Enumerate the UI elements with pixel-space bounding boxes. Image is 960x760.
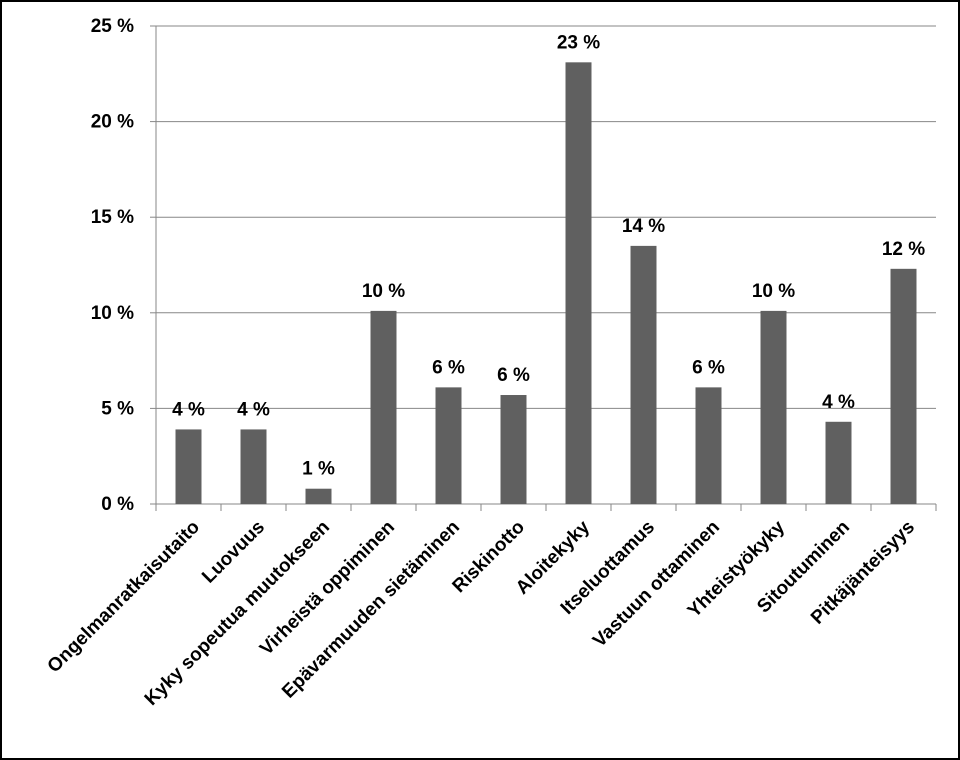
y-tick-label: 15 % [91,207,134,228]
data-label: 23 % [557,32,600,53]
bar [500,395,527,504]
axes [150,25,937,511]
data-label: 4 % [237,399,270,420]
y-tick-label: 0 % [101,494,134,515]
bar [760,310,787,504]
bar [565,62,592,504]
bar [305,488,332,504]
category-label: Vastuun ottaminen [589,517,724,652]
data-labels: 4 % 4 % 1 % 10 % 6 % 6 % 23 % 14 % 6 % 10 % 4 % 12 … [172,32,925,479]
bar [890,268,917,504]
y-tick-label: 10 % [91,303,134,324]
data-label: 4 % [822,392,855,413]
bar [630,245,657,504]
bars [175,62,917,504]
y-tick-label: 5 % [101,398,134,419]
bar [825,421,852,504]
data-label: 14 % [622,216,665,237]
data-label: 1 % [302,459,335,480]
data-label: 4 % [172,399,205,420]
data-label: 10 % [362,281,405,302]
data-label: 12 % [882,239,925,260]
bar [370,310,397,504]
bar [175,429,202,504]
data-label: 6 % [497,365,530,386]
bar [695,387,722,504]
bar [435,387,462,504]
data-label: 10 % [752,281,795,302]
category-label: Ongelmanratkaisutaito [44,517,204,677]
y-tick-labels: 0 % 5 % 10 % 15 % 20 % 25 % [91,16,134,515]
y-tick-label: 25 % [91,16,134,37]
data-label: 6 % [692,357,725,378]
bar [240,429,267,504]
gridlines [156,25,936,409]
y-tick-label: 20 % [91,112,134,133]
data-label: 6 % [432,357,465,378]
